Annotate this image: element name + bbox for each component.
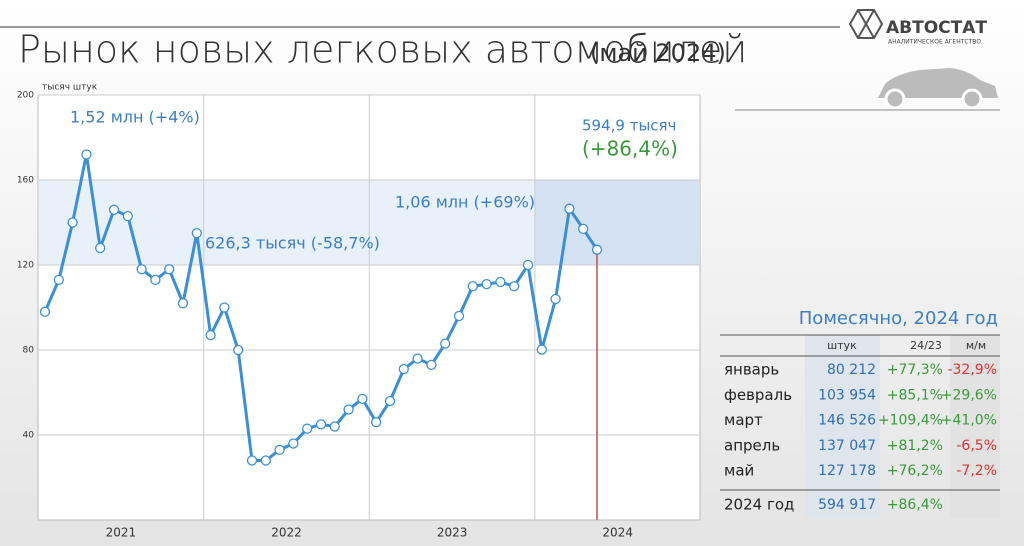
table-total: +86,4% (887, 497, 943, 513)
car-wheel (884, 88, 906, 110)
annotation: 1,52 млн (+4%) (70, 108, 200, 127)
point (81, 149, 92, 160)
column-bg (805, 335, 880, 518)
point (509, 281, 520, 292)
logo-sub: АНАЛИТИЧЕСКОЕ АГЕНТСТВО (888, 39, 981, 46)
annotation: (+86,4%) (582, 137, 678, 161)
band-highlight (534, 180, 699, 265)
table-cell: январь (724, 361, 779, 379)
point (164, 264, 175, 275)
table-cell: +41,0% (941, 413, 997, 429)
y-tick-label: 160 (17, 176, 34, 186)
title: Рынок новых легковых автомобилей (18, 28, 747, 72)
point (233, 344, 244, 356)
y-tick-label: 120 (17, 261, 34, 271)
car-wheel (961, 88, 983, 110)
point (440, 338, 451, 349)
point (495, 276, 506, 288)
logo: АВТОСТАТ АНАЛИТИЧЕСКОЕ АГЕНТСТВО (848, 9, 987, 46)
annotation: 1,06 млн (+69%) (395, 193, 535, 212)
y-axis-label: тысяч штук (42, 83, 98, 93)
x-tick-label: 2022 (271, 526, 302, 540)
point (95, 242, 106, 254)
point (67, 217, 78, 228)
table-cell: 127 178 (818, 463, 876, 479)
table-total: 594 917 (818, 497, 876, 513)
point (481, 278, 492, 290)
point (329, 421, 340, 432)
point (564, 203, 575, 214)
annotation: 594,9 тысяч (582, 117, 676, 135)
point (150, 274, 161, 286)
point (357, 393, 368, 405)
point (412, 353, 423, 364)
table-header: штук (827, 339, 857, 352)
y-tick-label: 40 (23, 431, 35, 441)
subtitle: (май 2024) (590, 39, 726, 67)
point (343, 404, 354, 415)
point (53, 274, 64, 286)
table-cell: +76,2% (887, 463, 943, 479)
table-cell: 103 954 (818, 387, 876, 403)
point (177, 298, 189, 309)
y-tick-label: 200 (17, 91, 34, 101)
table-cell: -32,9% (947, 362, 997, 378)
point (288, 438, 299, 449)
x-tick-label: 2021 (106, 526, 137, 540)
point (274, 444, 285, 456)
table-title: Помесячно, 2024 год (799, 308, 998, 329)
table-cell: март (724, 411, 763, 429)
point (384, 395, 396, 407)
point (260, 455, 271, 466)
table-cell: +29,6% (941, 387, 997, 403)
table-cell: май (724, 462, 754, 480)
annotation: 626,3 тысяч (-58,7%) (205, 234, 380, 253)
table-cell: февраль (724, 386, 792, 404)
y-tick-label: 80 (23, 346, 35, 356)
point (205, 329, 216, 341)
table-cell: 137 047 (818, 438, 876, 454)
point (453, 310, 465, 322)
point (591, 244, 603, 255)
table-cell: -6,5% (956, 438, 997, 454)
point (315, 419, 327, 430)
table-cell: -7,2% (956, 463, 997, 479)
point (426, 359, 437, 371)
point (122, 210, 133, 222)
table-cell: +77,3% (887, 362, 943, 378)
table-cell: 80 212 (827, 362, 876, 378)
point (246, 455, 258, 466)
point (550, 293, 561, 305)
table-cell: +85,1% (887, 387, 943, 403)
x-tick-label: 2023 (437, 526, 468, 540)
point (398, 363, 409, 375)
point (108, 204, 120, 215)
x-tick-label: 2024 (602, 526, 633, 540)
point (219, 302, 230, 313)
logo-icon (857, 9, 875, 39)
point (302, 423, 313, 434)
point (522, 259, 534, 271)
point (536, 344, 547, 355)
table-header: м/м (966, 339, 986, 352)
table-total: 2024 год (724, 496, 794, 514)
logo-text: АВТОСТАТ (886, 18, 987, 38)
column-bg (950, 335, 1000, 518)
table-cell: +81,2% (887, 438, 943, 454)
point (467, 281, 478, 292)
point (578, 223, 589, 235)
table-cell: апрель (724, 436, 780, 454)
table-cell: 146 526 (818, 413, 876, 429)
point (136, 264, 147, 275)
point (371, 417, 382, 428)
table-header: 24/23 (910, 339, 942, 352)
table-cell: +109,4% (878, 413, 943, 429)
point (39, 306, 51, 317)
point (191, 227, 202, 239)
